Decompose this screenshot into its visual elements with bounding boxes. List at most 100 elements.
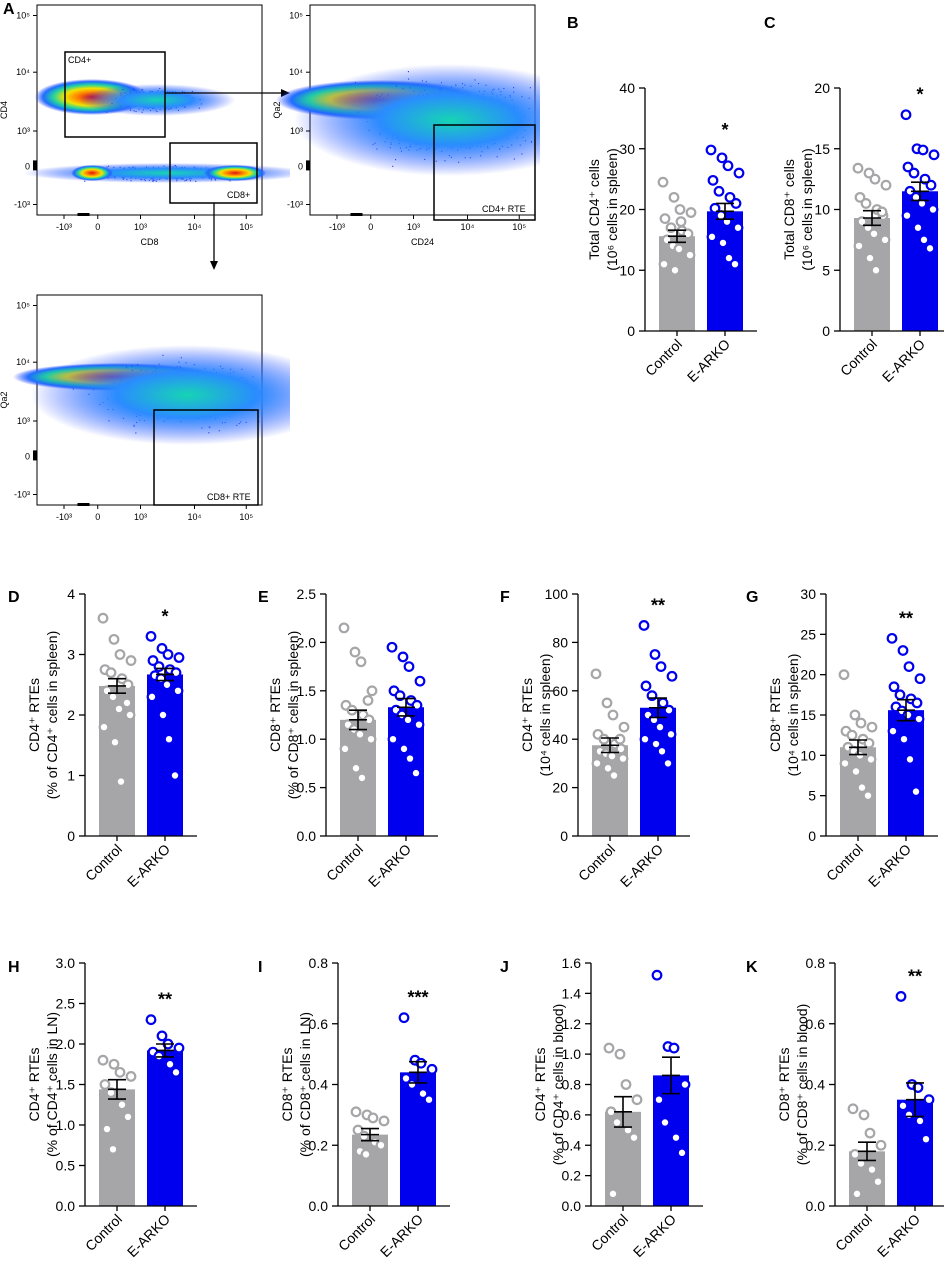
data-point (414, 675, 426, 687)
data-point (716, 152, 728, 164)
data-point (598, 733, 610, 745)
data-point (679, 1079, 691, 1090)
y-tick-label: 5 (808, 788, 816, 804)
data-point (609, 738, 621, 750)
gate-box (153, 409, 259, 506)
data-point (846, 729, 858, 741)
chart-J: 0.0 0.2 0.4 0.6 0.8 1.0 1.2 1.4 1.6 ControlE-ARKO… (532, 955, 703, 1260)
x-tick-label: -10³ (329, 222, 345, 232)
data-point (147, 655, 159, 666)
data-point (685, 207, 697, 218)
y-axis-label: CD4⁺ RTEs (519, 678, 535, 752)
y-tick-label: 0.0 (562, 1198, 582, 1214)
event-cloud-4 (71, 165, 113, 181)
zero-marker (77, 213, 90, 216)
panel-letter: C (764, 15, 776, 32)
data-point (620, 1079, 632, 1090)
data-point (350, 1106, 362, 1118)
data-point (654, 721, 666, 733)
data-point (656, 745, 668, 757)
y-tick-label: 4 (67, 586, 75, 602)
data-point (724, 191, 736, 203)
y-tick-label: 0 (808, 828, 816, 844)
data-point (863, 167, 875, 179)
y-axis-label: (% of CD4⁺ cells in blood) (550, 1004, 566, 1165)
y-tick-label: -10³ (14, 490, 30, 500)
data-point (847, 1103, 859, 1115)
y-axis-label: (% of CD8⁺ cells in LN) (297, 1012, 313, 1157)
y-tick-label: 0 (25, 162, 30, 172)
data-point (862, 222, 874, 234)
y-tick-label: 0.2 (562, 1168, 582, 1184)
significance-marker: ** (908, 966, 922, 986)
y-tick-label: 2.0 (56, 1036, 76, 1052)
data-point (848, 745, 860, 757)
y-axis-label: CD8⁺ RTEs (776, 1047, 792, 1121)
bar-e-arko (902, 191, 938, 331)
data-point (108, 1058, 120, 1070)
category-label: Control (575, 841, 618, 884)
category-label: E-ARKO (617, 841, 666, 890)
data-point (865, 753, 877, 765)
data-point (887, 725, 899, 737)
y-tick-label: 10⁵ (16, 301, 30, 311)
data-point (854, 749, 866, 761)
y-tick-label: 20 (552, 780, 568, 796)
data-point (890, 701, 902, 713)
y-tick-label: 80 (552, 634, 568, 650)
data-point (676, 1147, 688, 1159)
data-point (894, 689, 906, 701)
data-point (348, 724, 360, 735)
data-point (715, 210, 727, 221)
y-tick-label: 1.0 (562, 1046, 582, 1062)
data-point (914, 673, 926, 685)
data-point (705, 144, 717, 156)
data-point (875, 1139, 887, 1151)
y-tick-label: 0.6 (562, 1107, 582, 1123)
x-tick-label: 10⁴ (461, 222, 475, 232)
y-tick-label: 0 (25, 452, 30, 462)
category-label: Control (823, 841, 866, 884)
data-point (855, 1158, 867, 1169)
gate-label: CD4+ RTE (482, 204, 526, 214)
y-tick-label: 2.5 (297, 586, 317, 602)
y-tick-label: 0.0 (806, 1198, 826, 1214)
data-point (146, 691, 158, 703)
data-point (659, 213, 671, 225)
data-point (920, 1133, 932, 1145)
data-point (145, 630, 157, 642)
data-point (592, 728, 604, 740)
bar-e-arko (147, 674, 183, 836)
data-point (904, 753, 916, 765)
data-point (367, 1112, 379, 1124)
significance-marker: * (721, 120, 728, 140)
data-point (666, 670, 678, 682)
data-point (403, 661, 415, 672)
data-point (927, 204, 939, 215)
data-point (413, 719, 425, 731)
panel-letter-a: A (3, 1, 15, 18)
data-point (902, 709, 914, 721)
data-point (668, 1042, 680, 1054)
data-point (358, 1130, 370, 1142)
y-tick-label: 10 (814, 202, 830, 218)
data-point (115, 776, 127, 787)
data-point (706, 231, 718, 243)
data-point (675, 216, 687, 228)
bar-control (605, 1111, 641, 1206)
y-tick-label: -10³ (287, 200, 303, 210)
data-point (349, 646, 361, 658)
data-point (911, 143, 923, 155)
zero-marker (33, 160, 37, 171)
data-point (895, 991, 907, 1002)
data-point (674, 204, 686, 215)
data-point (663, 704, 675, 716)
y-axis-label: (% of CD8⁺ cells in blood) (794, 1004, 810, 1165)
data-point (673, 243, 685, 255)
data-point (98, 721, 110, 733)
data-point (840, 725, 852, 737)
data-point (842, 741, 854, 753)
